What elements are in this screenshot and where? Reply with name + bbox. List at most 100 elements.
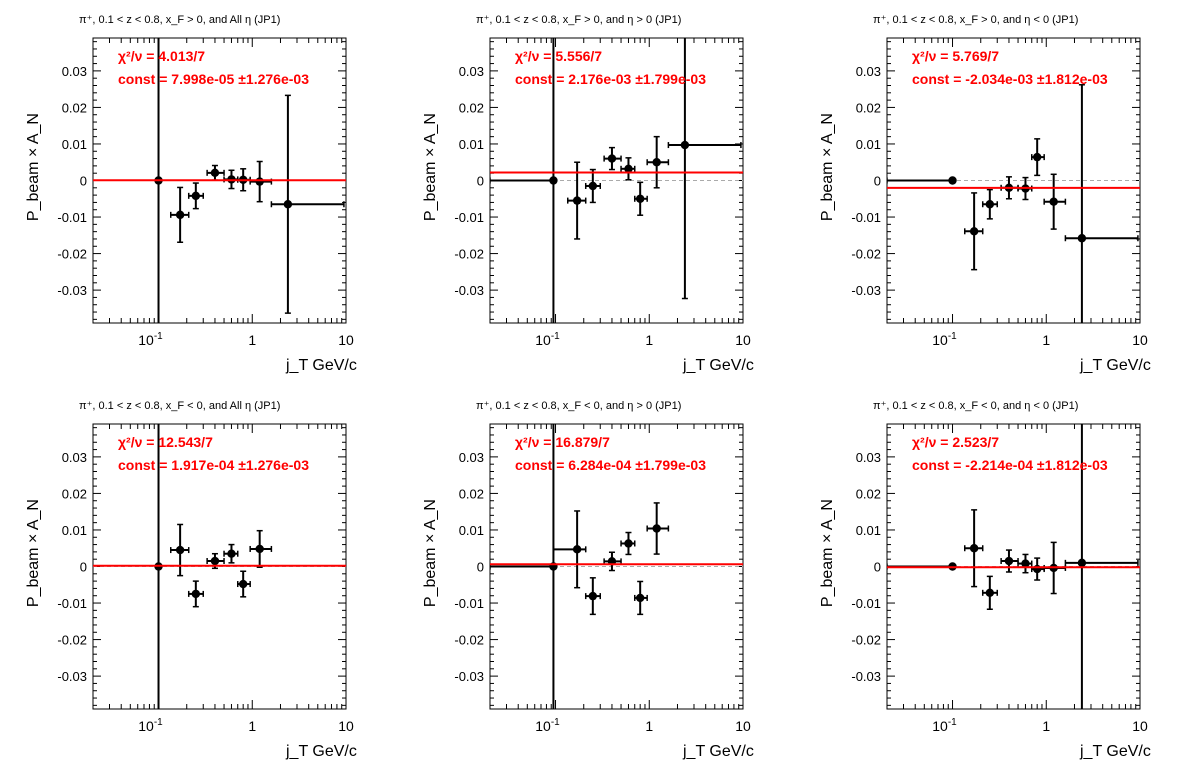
y-tick-label: 0.03: [62, 64, 87, 79]
y-tick-label: 0: [80, 174, 87, 189]
data-point: [584, 168, 601, 204]
x-tick-label: 10: [735, 332, 751, 348]
y-tick-label: 0.03: [856, 450, 881, 465]
y-tick-label: -0.01: [851, 596, 881, 611]
x-axis-label: j_T GeV/c: [1079, 357, 1151, 374]
chart-title: π⁺, 0.1 < z < 0.8, x_F > 0, and η > 0 (J…: [476, 14, 681, 26]
fit-chi2-label: χ²/ν = 12.543/7: [118, 434, 213, 450]
data-marker: [948, 176, 957, 185]
data-point: [1030, 557, 1045, 581]
x-tick-label: 1: [645, 718, 653, 734]
y-tick-label: -0.01: [57, 596, 87, 611]
data-marker: [1049, 197, 1058, 206]
y-tick-label: -0.03: [57, 669, 87, 684]
chart-panel-3: π⁺, 0.1 < z < 0.8, x_F > 0, and η < 0 (J…: [819, 14, 1151, 374]
x-axis-label: j_T GeV/c: [682, 357, 754, 374]
x-tick-label: 1: [248, 718, 256, 734]
y-tick-label: 0: [477, 174, 484, 189]
data-point: [187, 580, 204, 608]
y-tick-label: -0.02: [454, 633, 484, 648]
fit-chi2-label: χ²/ν = 5.769/7: [912, 48, 999, 64]
y-tick-label: -0.02: [57, 633, 87, 648]
data-point: [667, 38, 742, 300]
chart-title: π⁺, 0.1 < z < 0.8, x_F < 0, and All η (J…: [79, 400, 280, 412]
data-points: [490, 424, 670, 709]
y-tick-label: 0.03: [459, 450, 484, 465]
y-tick-label: 0.03: [459, 64, 484, 79]
data-point: [603, 551, 622, 572]
x-tick-label: 10-1: [535, 331, 560, 348]
x-axis-label: j_T GeV/c: [285, 743, 357, 760]
y-tick-label: 0: [874, 560, 881, 575]
fit-const-label: const = -2.034e-03 ±1.812e-03: [912, 71, 1108, 87]
y-tick-label: 0.02: [856, 100, 881, 115]
fit-const-label: const = -2.214e-04 ±1.812e-03: [912, 457, 1108, 473]
data-point: [887, 176, 957, 185]
chart-panel-2: π⁺, 0.1 < z < 0.8, x_F > 0, and η > 0 (J…: [422, 14, 754, 374]
x-axis-label: j_T GeV/c: [285, 357, 357, 374]
y-tick-label: -0.03: [454, 669, 484, 684]
y-axis-label: P_beam × A_N: [819, 499, 836, 607]
data-marker: [175, 545, 185, 555]
data-point: [633, 580, 648, 616]
y-axis-label: P_beam × A_N: [819, 113, 836, 221]
data-points: [154, 38, 345, 323]
data-point: [646, 135, 670, 189]
data-point: [1017, 553, 1033, 574]
data-point: [1043, 173, 1067, 230]
data-points: [887, 84, 1139, 323]
data-point: [169, 186, 190, 243]
data-marker: [238, 579, 248, 589]
data-marker: [191, 191, 201, 201]
data-marker: [1032, 152, 1042, 162]
y-axis-label: P_beam × A_N: [25, 113, 42, 221]
data-point: [646, 502, 670, 555]
data-point: [963, 509, 984, 588]
y-tick-label: 0: [874, 174, 881, 189]
y-tick-label: 0.02: [459, 100, 484, 115]
y-tick-label: 0.02: [62, 100, 87, 115]
y-axis-label: P_beam × A_N: [25, 499, 42, 607]
data-marker: [572, 196, 582, 205]
data-point: [223, 543, 239, 564]
x-tick-label: 10-1: [535, 717, 560, 734]
data-point: [206, 164, 225, 181]
data-marker: [283, 200, 293, 209]
y-tick-label: -0.01: [454, 210, 484, 225]
x-tick-label: 1: [645, 332, 653, 348]
data-point: [633, 181, 648, 216]
x-axis-label: j_T GeV/c: [682, 743, 754, 760]
data-marker: [175, 210, 185, 220]
data-point: [169, 523, 190, 577]
data-marker: [1004, 556, 1014, 566]
data-point: [249, 160, 273, 203]
x-axis-label: j_T GeV/c: [1079, 743, 1151, 760]
y-tick-label: 0: [80, 560, 87, 575]
data-marker: [1077, 234, 1087, 243]
data-marker: [210, 168, 220, 178]
fit-chi2-label: χ²/ν = 4.013/7: [118, 48, 205, 64]
chart-panel-4: π⁺, 0.1 < z < 0.8, x_F < 0, and All η (J…: [25, 400, 357, 760]
data-marker: [588, 591, 598, 601]
y-tick-label: 0.01: [856, 137, 881, 152]
data-marker: [624, 539, 633, 548]
y-tick-label: 0.03: [856, 64, 881, 79]
data-marker: [635, 593, 645, 603]
data-point: [1064, 84, 1139, 323]
y-tick-label: 0.01: [62, 137, 87, 152]
data-marker: [255, 177, 264, 186]
data-point: [981, 188, 998, 220]
data-marker: [191, 589, 201, 599]
chart-title: π⁺, 0.1 < z < 0.8, x_F > 0, and All η (J…: [79, 14, 280, 26]
data-point: [552, 510, 587, 589]
chart-panel-5: π⁺, 0.1 < z < 0.8, x_F < 0, and η > 0 (J…: [422, 400, 754, 760]
x-tick-label: 1: [248, 332, 256, 348]
data-point: [249, 529, 273, 568]
data-marker: [680, 140, 690, 150]
y-tick-label: -0.01: [57, 210, 87, 225]
data-point: [566, 161, 587, 240]
y-tick-label: 0.02: [459, 486, 484, 501]
y-tick-label: -0.03: [454, 283, 484, 298]
fit-const-label: const = 7.998e-05 ±1.276e-03: [118, 71, 309, 87]
x-tick-label: 10: [1132, 718, 1148, 734]
